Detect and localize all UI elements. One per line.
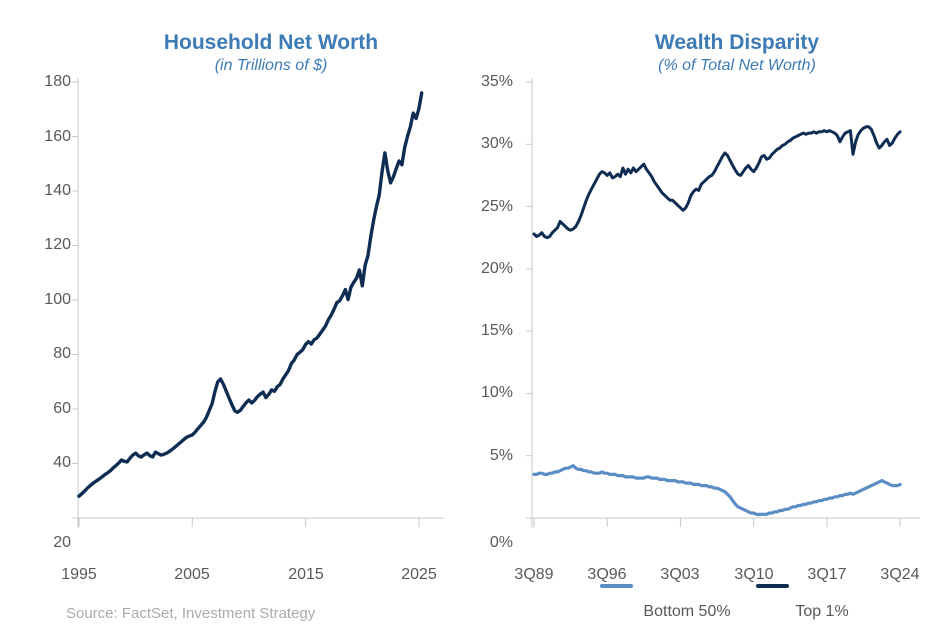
left-y-tick-label: 80: [53, 345, 71, 362]
right-x-tick-label: 3Q24: [880, 566, 920, 583]
right-x-tick-label: 3Q17: [807, 566, 847, 583]
bottom-50-legend-label: Bottom 50%: [643, 603, 731, 620]
bottom-50-line: [532, 464, 902, 516]
left-y-tick-label: 40: [53, 454, 71, 471]
left-y-tick-label: 180: [44, 73, 71, 90]
right-x-tick-label: 3Q89: [514, 566, 554, 583]
source-note: Source: FactSet, Investment Strategy: [66, 605, 316, 622]
left-x-tick-label: 2025: [401, 566, 437, 583]
left-y-tick-label: 140: [44, 182, 71, 199]
left-y-tick-label: 160: [44, 128, 71, 145]
right-y-tick-label: 15%: [480, 322, 513, 339]
right-y-tick-label: 0%: [489, 534, 513, 551]
top-1-legend-swatch: [756, 584, 789, 588]
right-chart-subtitle: (% of Total Net Worth): [658, 57, 816, 74]
right-y-tick-label: 5%: [489, 447, 513, 464]
left-x-tick-label: 2015: [288, 566, 324, 583]
bottom-50-legend-swatch: [600, 584, 633, 588]
right-x-tick-label: 3Q10: [734, 566, 774, 583]
left-chart-subtitle: (in Trillions of $): [214, 57, 328, 74]
right-y-tick-label: 20%: [480, 260, 513, 277]
left-y-tick-label: 100: [44, 291, 71, 308]
right-y-tick-label: 35%: [480, 73, 513, 90]
top-1-legend-label: Top 1%: [795, 603, 849, 620]
top-1-line: [532, 125, 902, 240]
right-y-tick-label: 25%: [480, 198, 513, 215]
left-x-tick-label: 2005: [174, 566, 210, 583]
left-chart-title: Household Net Worth: [163, 31, 379, 54]
household-net-worth-line: [77, 91, 424, 498]
left-y-tick-label: 120: [44, 236, 71, 253]
right-x-tick-label: 3Q96: [587, 566, 627, 583]
right-y-tick-label: 30%: [480, 135, 513, 152]
right-x-tick-label: 3Q03: [660, 566, 700, 583]
right-chart-title: Wealth Disparity: [654, 31, 820, 54]
left-y-tick-label: 60: [53, 400, 71, 417]
right-y-tick-label: 10%: [480, 384, 513, 401]
left-x-tick-label: 1995: [61, 566, 97, 583]
left-y-tick-label: 20: [53, 534, 71, 551]
